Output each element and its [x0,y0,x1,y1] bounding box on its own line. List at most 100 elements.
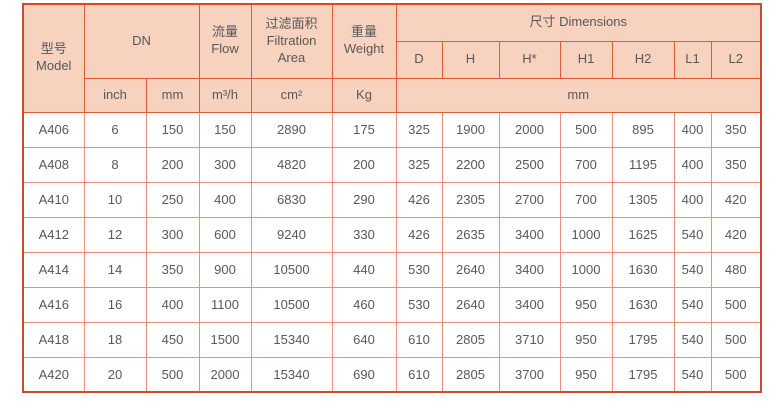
cell-dim-h2: 1625 [611,216,675,253]
cell-filtration-area: 15340 [250,321,333,358]
cell-model: A412 [22,216,85,253]
cell-dim-d: 325 [395,111,443,148]
cell-filtration-area: 6830 [250,181,333,218]
header-model-zh: 型号 [40,41,67,57]
cell-dim-h: 2805 [441,321,500,358]
cell-filtration-area: 15340 [250,356,333,393]
unit-mm: mm [145,77,200,113]
cell-model: A408 [22,146,85,183]
cell-dim-d: 530 [395,286,443,323]
cell-weight: 200 [331,146,397,183]
cell-dn-mm: 200 [145,146,200,183]
header-filtration-area: 过滤面积 Filtration Area [250,3,333,79]
cell-dim-h: 2805 [441,356,500,393]
cell-dim-h: 2640 [441,286,500,323]
cell-dn-inch: 8 [83,146,147,183]
cell-filtration-area: 4820 [250,146,333,183]
cell-dim-d: 610 [395,356,443,393]
cell-dim-d: 426 [395,216,443,253]
table-row: A420 20 500 2000 15340 690 610 2805 3700… [22,356,762,393]
cell-model: A410 [22,181,85,218]
table-row: A406 6 150 150 2890 175 325 1900 2000 50… [22,111,762,148]
header-dim-l2: L2 [710,40,762,79]
cell-dim-l1: 540 [673,251,712,288]
header-dimensions: 尺寸 Dimensions [395,3,762,42]
cell-filtration-area: 10500 [250,251,333,288]
header-dim-h1: H1 [559,40,613,79]
cell-dim-l1: 400 [673,146,712,183]
cell-dn-inch: 16 [83,286,147,323]
cell-dim-hstar: 3400 [498,286,561,323]
cell-dim-h1: 700 [559,146,613,183]
header-filtration-zh: 过滤面积 [265,15,318,31]
cell-dim-h2: 1195 [611,146,675,183]
unit-area: cm² [250,77,333,113]
cell-flow: 150 [198,111,252,148]
cell-filtration-area: 2890 [250,111,333,148]
header-dim-hstar: H* [498,40,561,79]
header-flow-en: Flow [211,41,239,57]
cell-dim-d: 530 [395,251,443,288]
cell-dim-l2: 420 [710,216,762,253]
unit-inch: inch [83,77,147,113]
cell-model: A418 [22,321,85,358]
table-body: A406 6 150 150 2890 175 325 1900 2000 50… [22,111,762,393]
cell-flow: 2000 [198,356,252,393]
header-weight: 重量 Weight [331,3,397,79]
cell-weight: 440 [331,251,397,288]
table-row: A418 18 450 1500 15340 640 610 2805 3710… [22,321,762,358]
cell-dim-h1: 950 [559,321,613,358]
cell-dim-hstar: 3400 [498,216,561,253]
header-dim-d: D [395,40,443,79]
cell-dim-h1: 700 [559,181,613,218]
cell-dim-l2: 480 [710,251,762,288]
cell-dn-mm: 350 [145,251,200,288]
cell-model: A420 [22,356,85,393]
table-row: A414 14 350 900 10500 440 530 2640 3400 … [22,251,762,288]
unit-weight: Kg [331,77,397,113]
cell-weight: 690 [331,356,397,393]
header-row-units: inch mm m³/h cm² Kg mm [23,77,762,113]
unit-flow: m³/h [198,77,252,113]
cell-flow: 1100 [198,286,252,323]
table-row: A412 12 300 600 9240 330 426 2635 3400 1… [22,216,762,253]
cell-dim-h1: 950 [559,286,613,323]
cell-dim-l1: 400 [673,111,712,148]
cell-dim-l1: 540 [673,356,712,393]
cell-dim-hstar: 2000 [498,111,561,148]
header-flow: 流量 Flow [198,3,252,79]
cell-filtration-area: 10500 [250,286,333,323]
table-header: 型号 Model DN 流量 Flow 过滤面积 Filtration Area… [22,3,762,113]
cell-dim-d: 426 [395,181,443,218]
header-weight-en: Weight [343,41,385,57]
cell-dim-l1: 400 [673,181,712,218]
cell-dim-h2: 1795 [611,356,675,393]
cell-dim-d: 610 [395,321,443,358]
cell-dn-inch: 14 [83,251,147,288]
cell-dn-inch: 18 [83,321,147,358]
header-model-en: Model [36,58,72,74]
cell-dim-l2: 350 [710,146,762,183]
cell-flow: 1500 [198,321,252,358]
cell-dn-inch: 10 [83,181,147,218]
cell-weight: 460 [331,286,397,323]
cell-model: A416 [22,286,85,323]
cell-model: A406 [22,111,85,148]
table-row: A416 16 400 1100 10500 460 530 2640 3400… [22,286,762,323]
cell-dim-l1: 540 [673,321,712,358]
cell-dn-mm: 400 [145,286,200,323]
header-weight-zh: 重量 [350,24,377,40]
cell-dim-hstar: 3700 [498,356,561,393]
cell-dim-l2: 500 [710,356,762,393]
cell-dim-h1: 1000 [559,216,613,253]
cell-dn-mm: 450 [145,321,200,358]
cell-dn-mm: 500 [145,356,200,393]
cell-dim-h2: 1630 [611,286,675,323]
cell-dim-l1: 540 [673,216,712,253]
cell-dn-mm: 150 [145,111,200,148]
cell-dim-h2: 1305 [611,181,675,218]
header-dn: DN [83,3,200,79]
cell-dim-h1: 500 [559,111,613,148]
cell-weight: 290 [331,181,397,218]
